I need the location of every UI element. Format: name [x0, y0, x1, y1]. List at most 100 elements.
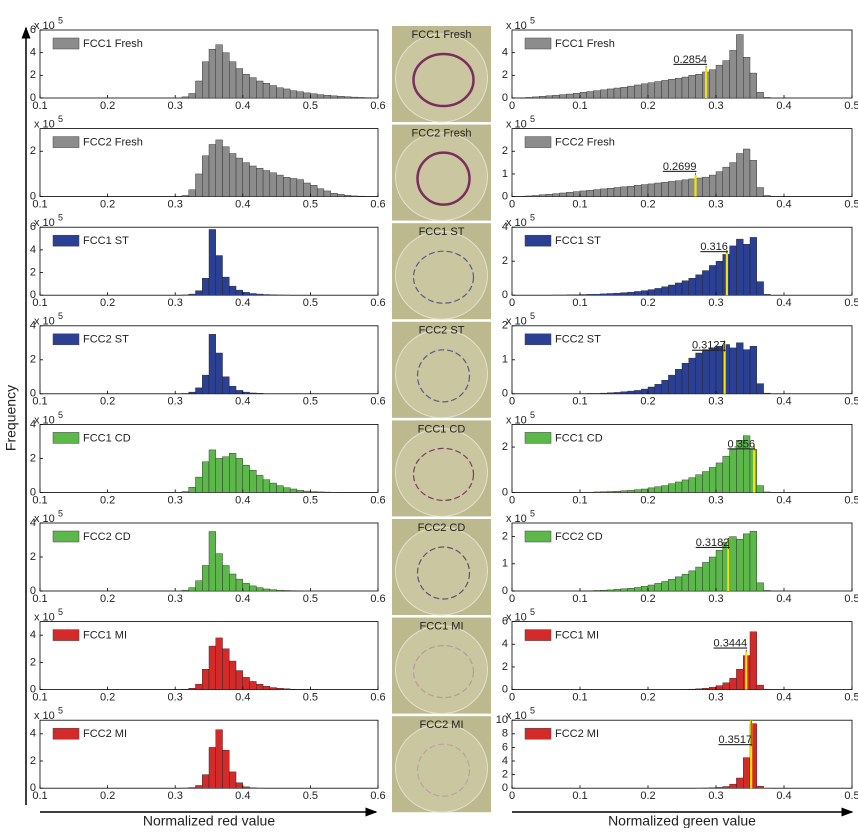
- histogram-bar: [634, 587, 641, 591]
- histogram-bar: [229, 661, 236, 690]
- image-sample: [396, 330, 488, 418]
- histogram-bar: [634, 490, 641, 493]
- x-tick-label: 0.2: [640, 100, 655, 112]
- image-label: FCC2 MI: [420, 719, 464, 731]
- histogram-bar: [641, 586, 648, 591]
- histogram-bar: [696, 353, 703, 394]
- histogram-bar: [532, 195, 539, 196]
- y-tick-label: 2: [502, 531, 508, 543]
- histogram-bar: [283, 89, 290, 98]
- histogram-bar: [223, 649, 230, 690]
- histogram-bar: [716, 172, 723, 197]
- x-tick-label: 0.1: [572, 692, 587, 704]
- histogram-bar: [216, 458, 223, 492]
- y-multiplier-base: x 10: [506, 612, 527, 624]
- histogram-bar: [648, 387, 655, 394]
- x-tick-label: 0.2: [640, 396, 655, 408]
- image-label: FCC1 ST: [419, 226, 465, 238]
- histogram-bar: [689, 478, 696, 493]
- y-multiplier-base: x 10: [34, 20, 55, 32]
- x-tick-label: 0.5: [844, 396, 858, 408]
- marker-label: 0.2699: [663, 161, 697, 173]
- histogram-bar: [621, 187, 628, 197]
- histogram-bar: [723, 456, 730, 492]
- histogram-bar: [716, 65, 723, 98]
- histogram-bar: [243, 583, 250, 591]
- histogram-bar: [189, 688, 196, 689]
- image-label: FCC2 ST: [419, 325, 465, 337]
- x-tick-label: 0.1: [572, 199, 587, 211]
- y-tick-label: 1: [502, 354, 508, 366]
- histogram-bar: [263, 83, 270, 98]
- histogram-bar: [560, 193, 567, 197]
- histogram-bar: [634, 390, 641, 393]
- legend-label: FCC1 MI: [83, 630, 127, 642]
- histogram-bar: [750, 632, 757, 690]
- histogram-bar: [730, 537, 737, 591]
- legend-label: FCC1 ST: [555, 235, 601, 247]
- y-tick-label: 0: [502, 486, 508, 498]
- y-axis-title: Frequency: [3, 385, 19, 451]
- y-tick-label: 0: [30, 388, 36, 400]
- histogram-bar: [655, 82, 662, 98]
- histogram-bar: [607, 89, 614, 98]
- x-tick-label: 0.4: [776, 396, 791, 408]
- histogram-bar: [730, 348, 737, 394]
- histogram-bar: [736, 778, 743, 788]
- legend-swatch: [525, 432, 551, 443]
- histogram-bar: [236, 458, 243, 492]
- y-multiplier-base: x 10: [506, 217, 527, 229]
- histogram-bar: [256, 294, 263, 295]
- x-tick-label: 0: [509, 790, 515, 802]
- histogram-bar: [202, 775, 209, 789]
- histogram-bar: [256, 81, 263, 98]
- histogram-bar: [709, 348, 716, 394]
- histogram-bar: [702, 271, 709, 296]
- histogram-bar: [743, 149, 750, 197]
- x-tick-label: 0.5: [844, 692, 858, 704]
- histogram-bar: [202, 669, 209, 689]
- histogram-bar: [716, 261, 723, 295]
- histogram-bar: [709, 467, 716, 492]
- histogram-bar: [250, 294, 257, 296]
- histogram-bar: [757, 685, 764, 690]
- histogram-bar: [229, 574, 236, 591]
- y-multiplier-base: x 10: [506, 414, 527, 426]
- y-tick-label: 2: [502, 769, 508, 781]
- histogram-bar: [250, 78, 257, 98]
- histogram-bar: [223, 53, 230, 98]
- histogram-bar: [716, 550, 723, 591]
- histogram-bar: [600, 492, 607, 493]
- histogram-bar: [594, 294, 601, 295]
- histogram-bar: [580, 92, 587, 98]
- y-multiplier-base: x 10: [34, 414, 55, 426]
- y-tick-label: 2: [30, 656, 36, 668]
- x-tick-label: 0.6: [370, 199, 385, 211]
- y-tick-label: 2: [502, 441, 508, 453]
- histogram-bar: [229, 772, 236, 788]
- histogram-bar: [216, 140, 223, 197]
- y-tick-label: 4: [30, 728, 36, 740]
- histogram-bar: [743, 57, 750, 98]
- histogram-bar: [750, 346, 757, 394]
- histogram-bar: [614, 589, 621, 591]
- y-tick-label: 2: [502, 661, 508, 673]
- histogram-bar: [594, 590, 601, 591]
- histogram-bar: [675, 181, 682, 197]
- histogram-bar: [290, 178, 297, 196]
- histogram-bar: [628, 292, 635, 295]
- histogram-bar: [310, 94, 317, 98]
- histogram-bar: [283, 689, 290, 690]
- histogram-bar: [195, 477, 202, 492]
- legend-label: FCC1 CD: [555, 432, 603, 444]
- histogram-bar: [331, 96, 338, 98]
- y-multiplier-exponent: 5: [530, 213, 535, 223]
- histogram-bar: [580, 295, 587, 296]
- x-tick-label: 0.2: [100, 494, 115, 506]
- histogram-bar: [655, 288, 662, 295]
- legend-label: FCC2 MI: [555, 728, 599, 740]
- histogram-bar: [628, 490, 635, 492]
- y-tick-label: 2: [30, 452, 36, 464]
